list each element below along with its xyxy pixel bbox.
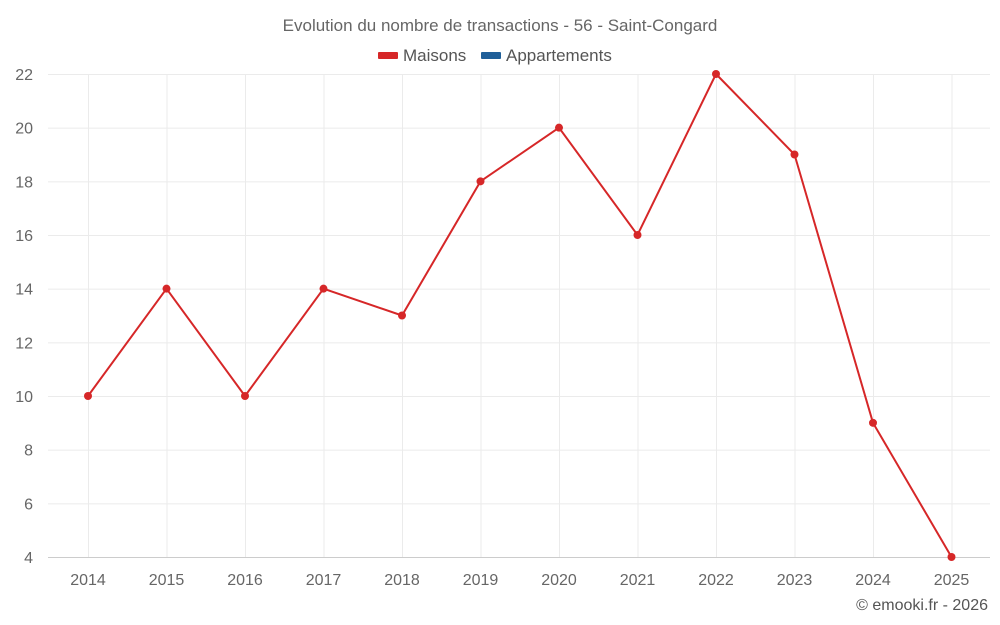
data-point[interactable] bbox=[555, 123, 563, 132]
grid bbox=[48, 74, 990, 558]
y-tick-label: 18 bbox=[15, 174, 33, 191]
legend: Maisons Appartements bbox=[378, 46, 612, 65]
y-tick-label: 8 bbox=[24, 443, 33, 460]
data-point[interactable] bbox=[712, 70, 720, 78]
legend-swatch-maisons bbox=[378, 52, 398, 59]
data-point[interactable] bbox=[84, 392, 92, 400]
x-tick-label: 2019 bbox=[463, 572, 499, 589]
data-point[interactable] bbox=[633, 231, 642, 239]
x-tick-label: 2016 bbox=[227, 572, 263, 589]
y-tick-label: 12 bbox=[15, 335, 33, 352]
x-tick-label: 2015 bbox=[149, 572, 185, 589]
y-tick-label: 22 bbox=[15, 67, 33, 84]
y-tick-label: 10 bbox=[15, 389, 33, 406]
x-tick-label: 2017 bbox=[306, 572, 342, 589]
credit-text: © emooki.fr - 2026 bbox=[856, 597, 988, 614]
x-tick-label: 2025 bbox=[934, 572, 970, 589]
y-tick-label: 6 bbox=[24, 496, 33, 513]
chart-title: Evolution du nombre de transactions - 56… bbox=[283, 16, 718, 35]
y-tick-label: 16 bbox=[15, 228, 33, 245]
legend-item-maisons[interactable]: Maisons bbox=[378, 46, 466, 65]
x-tick-label: 2023 bbox=[777, 572, 813, 589]
data-point[interactable] bbox=[319, 284, 328, 293]
data-point[interactable] bbox=[162, 284, 171, 293]
data-point[interactable] bbox=[476, 177, 485, 186]
x-tick-label: 2022 bbox=[698, 572, 734, 589]
x-tick-label: 2014 bbox=[70, 572, 106, 589]
data-point[interactable] bbox=[398, 311, 406, 320]
legend-label-maisons: Maisons bbox=[403, 46, 466, 65]
y-tick-label: 4 bbox=[24, 550, 33, 567]
data-point[interactable] bbox=[790, 150, 799, 159]
series-line-maisons bbox=[87, 72, 953, 558]
y-tick-label: 14 bbox=[15, 282, 33, 299]
x-axis-ticks: 2014 2015 2016 2017 2018 2019 2020 2021 2022 2023… bbox=[70, 572, 969, 589]
data-point[interactable] bbox=[241, 392, 249, 400]
y-tick-label: 20 bbox=[15, 121, 33, 138]
legend-swatch-appartements bbox=[481, 52, 501, 59]
data-point[interactable] bbox=[947, 553, 956, 561]
legend-label-appartements: Appartements bbox=[506, 46, 612, 65]
y-axis-ticks: 4 6 8 10 12 14 16 18 20 22 bbox=[15, 67, 33, 567]
data-point[interactable] bbox=[869, 418, 877, 427]
series-maisons bbox=[84, 70, 956, 561]
x-tick-label: 2018 bbox=[384, 572, 420, 589]
legend-item-appartements[interactable]: Appartements bbox=[481, 46, 612, 65]
x-tick-label: 2020 bbox=[541, 572, 577, 589]
x-tick-label: 2024 bbox=[855, 572, 891, 589]
x-tick-label: 2021 bbox=[620, 572, 656, 589]
